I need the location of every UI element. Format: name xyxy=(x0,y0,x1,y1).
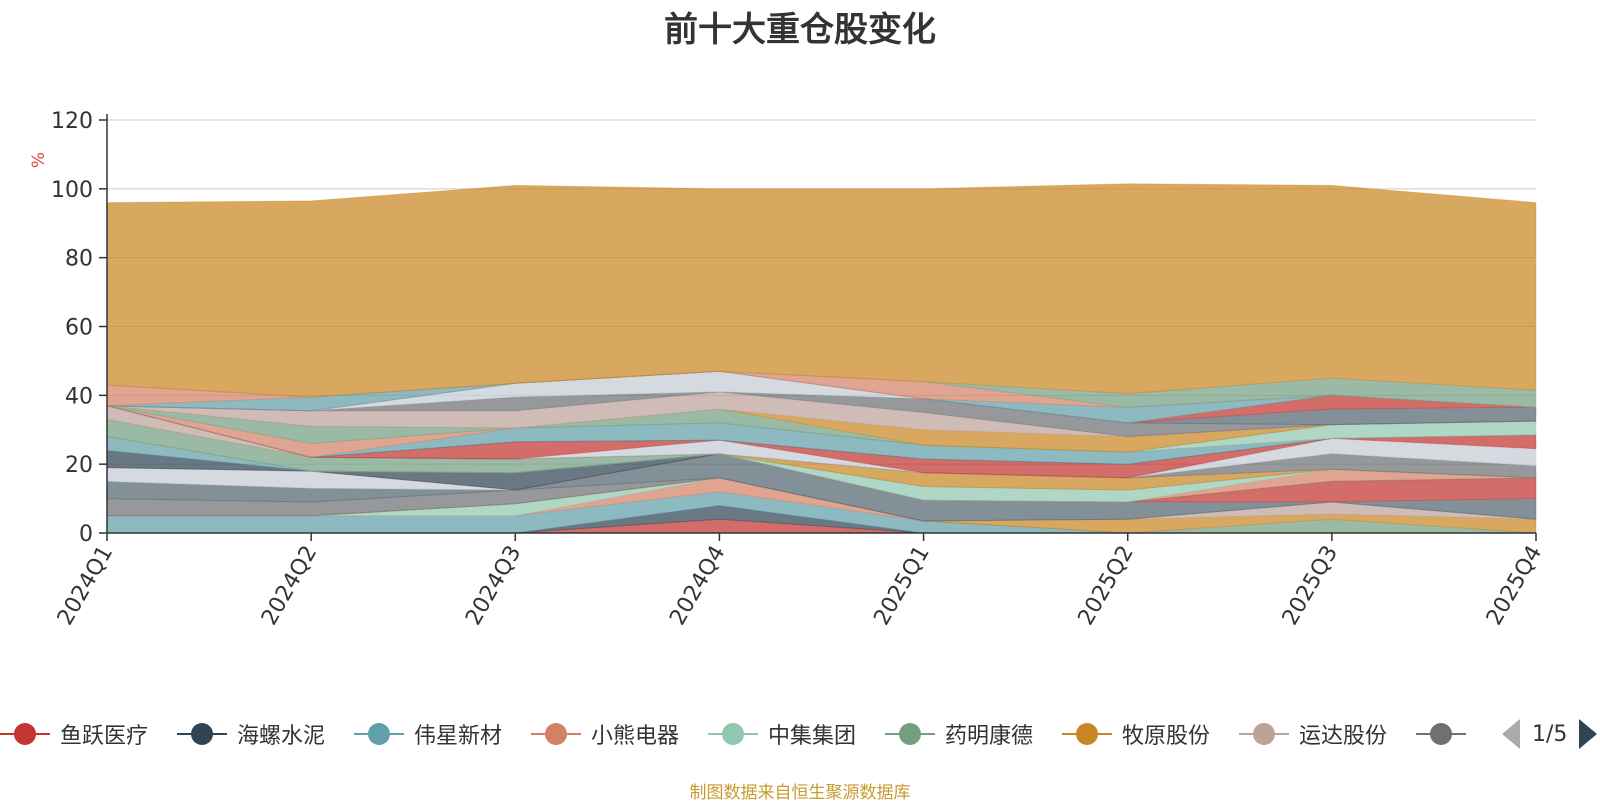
legend-item[interactable]: 中集集团 xyxy=(708,712,856,756)
chart-plot: 0 20 40 60 80 100 120 2024Q1 2024Q2 2024Q3 2024Q4 2… xyxy=(29,109,1547,630)
y-tick-label: 80 xyxy=(65,247,93,272)
legend-marker-icon xyxy=(354,712,404,756)
legend-marker-icon xyxy=(177,712,227,756)
x-tick-label: 2024Q3 xyxy=(461,542,526,630)
y-tick-label: 40 xyxy=(65,384,93,409)
y-tick-label: 120 xyxy=(51,109,93,134)
legend-label: 药明康德 xyxy=(945,724,1034,749)
area-series-10[interactable] xyxy=(106,453,1537,522)
y-tick-label: 0 xyxy=(79,522,93,547)
area-series-23[interactable] xyxy=(106,405,1537,479)
legend-prev-icon[interactable] xyxy=(1502,719,1520,749)
area-series-27[interactable] xyxy=(106,405,1537,453)
legend-label: 小熊电器 xyxy=(591,724,680,749)
legend-item[interactable] xyxy=(1416,712,1466,756)
y-tick-label: 100 xyxy=(51,178,93,203)
legend-label: 中集集团 xyxy=(768,724,857,749)
x-tick-label: 2025Q3 xyxy=(1278,542,1343,630)
legend-marker-icon xyxy=(1062,712,1112,756)
x-tick-label: 2024Q2 xyxy=(257,542,322,630)
legend-item[interactable]: 小熊电器 xyxy=(531,712,679,756)
y-tick-label: 20 xyxy=(65,453,93,478)
legend-marker-icon xyxy=(1416,712,1466,756)
legend-item[interactable]: 运达股份 xyxy=(1239,712,1387,756)
legend-item[interactable]: 海螺水泥 xyxy=(177,712,325,756)
chart-title: 前十大重仓股变化 xyxy=(664,10,936,50)
source-note: 制图数据来自恒生聚源数据库 xyxy=(689,783,911,803)
y-axis-label: % xyxy=(29,152,49,168)
legend: 鱼跃医疗 海螺水泥 伟星新材 小熊电器 中集集团 药明康德 牧原股份 运达股份 1/5 xyxy=(0,712,1600,756)
legend-marker-icon xyxy=(531,712,581,756)
legend-page-indicator: 1/5 xyxy=(1532,721,1568,747)
x-tick-label: 2025Q2 xyxy=(1074,542,1139,630)
legend-marker-icon xyxy=(0,712,50,756)
stacked-areas[interactable] xyxy=(106,183,1537,534)
legend-next-icon[interactable] xyxy=(1579,719,1598,749)
x-tick-label: 2024Q1 xyxy=(53,542,118,630)
x-tick-label: 2024Q4 xyxy=(665,542,730,630)
x-tick-label: 2025Q4 xyxy=(1482,542,1547,630)
legend-label: 伟星新材 xyxy=(414,724,503,749)
area-series-9[interactable] xyxy=(106,477,1537,522)
legend-pager: 1/5 xyxy=(1492,712,1600,756)
legend-item[interactable]: 药明康德 xyxy=(885,712,1033,756)
x-tick-label: 2025Q1 xyxy=(869,542,934,630)
area-series-38[interactable] xyxy=(106,183,1537,398)
legend-item[interactable]: 伟星新材 xyxy=(354,712,502,756)
legend-label: 鱼跃医疗 xyxy=(60,724,149,749)
legend-label: 运达股份 xyxy=(1299,724,1388,749)
legend-marker-icon xyxy=(708,712,758,756)
legend-marker-icon xyxy=(1239,712,1289,756)
legend-item[interactable]: 牧原股份 xyxy=(1062,712,1210,756)
legend-label: 海螺水泥 xyxy=(237,724,326,749)
legend-marker-icon xyxy=(885,712,935,756)
y-tick-label: 60 xyxy=(65,316,93,341)
legend-label: 牧原股份 xyxy=(1122,724,1211,749)
legend-item[interactable]: 鱼跃医疗 xyxy=(0,712,148,756)
